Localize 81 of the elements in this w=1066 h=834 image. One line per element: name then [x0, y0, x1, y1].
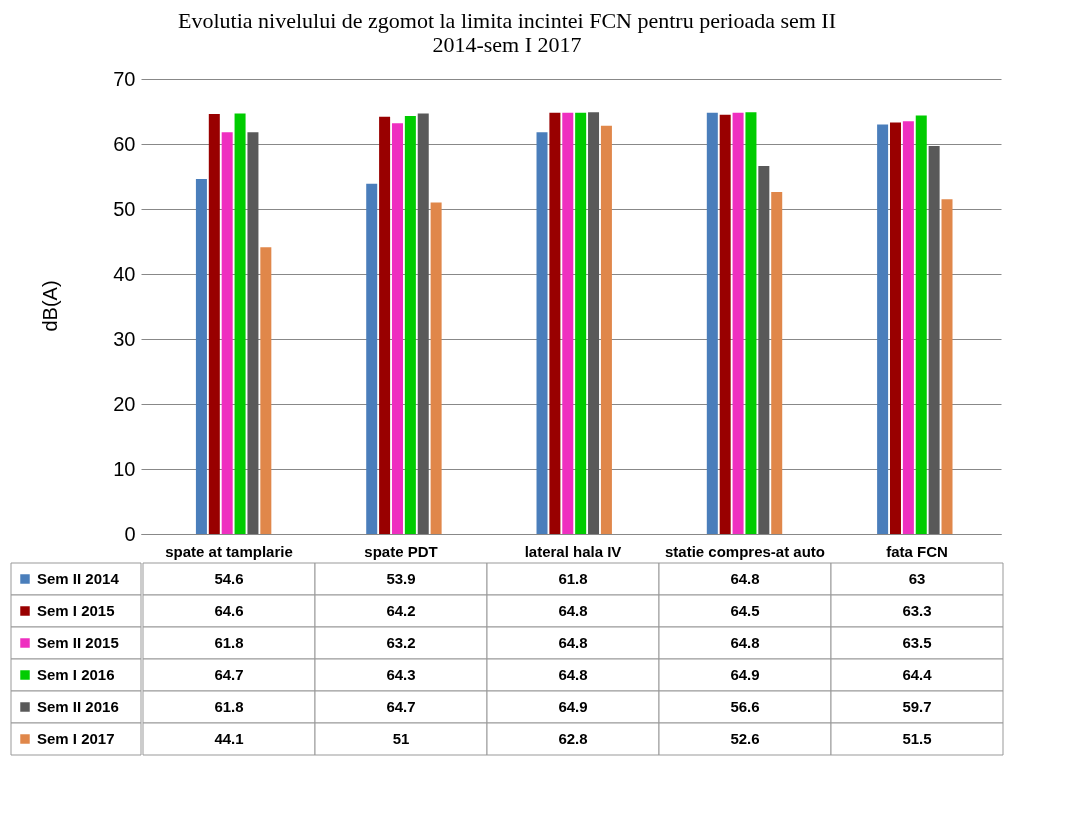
bar: [758, 166, 770, 534]
bar: [379, 116, 391, 534]
bar: [391, 123, 403, 534]
data-label: 64.6: [214, 602, 244, 619]
data-label: 54.6: [214, 570, 244, 587]
data-label: 64.5: [730, 602, 760, 619]
legend-label: Sem II 2016: [37, 698, 119, 715]
bar: [902, 121, 914, 534]
data-label: 64.8: [730, 634, 760, 651]
y-tick-label: 50: [113, 197, 136, 220]
data-label: 51.5: [902, 730, 932, 747]
bar: [247, 132, 259, 534]
bar: [745, 112, 757, 534]
bar: [549, 112, 561, 534]
data-label: 63: [908, 570, 926, 587]
bar: [195, 179, 207, 534]
y-tick-label: 60: [113, 132, 136, 155]
data-label: 64.4: [902, 666, 933, 683]
data-label: 62.8: [558, 730, 588, 747]
bar: [941, 199, 953, 534]
bar: [562, 112, 574, 534]
x-tick-label: spate PDT: [364, 542, 438, 560]
data-label: 64.7: [214, 666, 244, 683]
data-label: 63.5: [902, 634, 932, 651]
bar: [404, 116, 416, 534]
legend-label: Sem I 2016: [37, 666, 115, 683]
data-label: 59.7: [902, 698, 932, 715]
data-label: 44.1: [214, 730, 244, 747]
bar: [366, 183, 378, 534]
x-tick-label: statie compres-at auto: [664, 542, 826, 560]
y-tick-label: 40: [113, 262, 136, 285]
bar: [600, 125, 612, 534]
bar: [771, 192, 783, 534]
data-label: 64.9: [730, 666, 760, 683]
data-label: 64.2: [386, 602, 416, 619]
bar: [575, 112, 587, 534]
bar: [915, 115, 927, 534]
y-axis-title: dB(A): [39, 280, 61, 332]
data-label: 64.8: [558, 666, 588, 683]
legend-label: Sem I 2015: [37, 602, 115, 619]
y-tick-label: 10: [113, 457, 136, 480]
bar: [719, 114, 731, 534]
bar: [430, 202, 442, 534]
legend-label: Sem II 2014: [37, 570, 120, 587]
data-label: 61.8: [558, 570, 588, 587]
y-tick-label: 20: [113, 392, 136, 415]
chart-title: Evolutia nivelului de zgomot la limita incintei FCN pentru perioada sem II 2014-sem I 2017: [177, 8, 837, 57]
data-label: 64.8: [558, 634, 588, 651]
data-label: 64.9: [558, 698, 588, 715]
y-tick-label: 70: [113, 67, 136, 90]
bar: [706, 112, 718, 534]
legend-label: Sem I 2017: [37, 730, 115, 747]
bar: [417, 113, 429, 534]
bar: [221, 132, 233, 534]
data-label: 61.8: [214, 634, 244, 651]
bar: [260, 247, 272, 534]
data-label: 51: [392, 730, 410, 747]
x-tick-label: lateral hala IV: [524, 542, 622, 560]
x-tick-label: fata FCN: [886, 542, 948, 560]
data-label: 56.6: [730, 698, 760, 715]
data-label: 53.9: [386, 570, 416, 587]
x-tick-label: spate at tamplarie: [165, 542, 293, 560]
bar: [536, 132, 548, 534]
data-label: 52.6: [730, 730, 760, 747]
bar: [234, 113, 246, 534]
data-label: 64.3: [386, 666, 416, 683]
y-tick-label: 0: [124, 522, 136, 545]
data-label: 63.2: [386, 634, 416, 651]
bar: [732, 112, 744, 534]
data-label: 64.8: [730, 570, 760, 587]
y-tick-label: 30: [113, 327, 136, 350]
bar: [877, 124, 889, 534]
data-label: 64.7: [386, 698, 416, 715]
data-label: 64.8: [558, 602, 588, 619]
bar: [588, 112, 600, 534]
bar: [889, 122, 901, 534]
bar: [208, 114, 220, 534]
legend-label: Sem II 2015: [37, 634, 119, 651]
data-label: 63.3: [902, 602, 932, 619]
bar: [928, 145, 940, 534]
data-label: 61.8: [214, 698, 244, 715]
